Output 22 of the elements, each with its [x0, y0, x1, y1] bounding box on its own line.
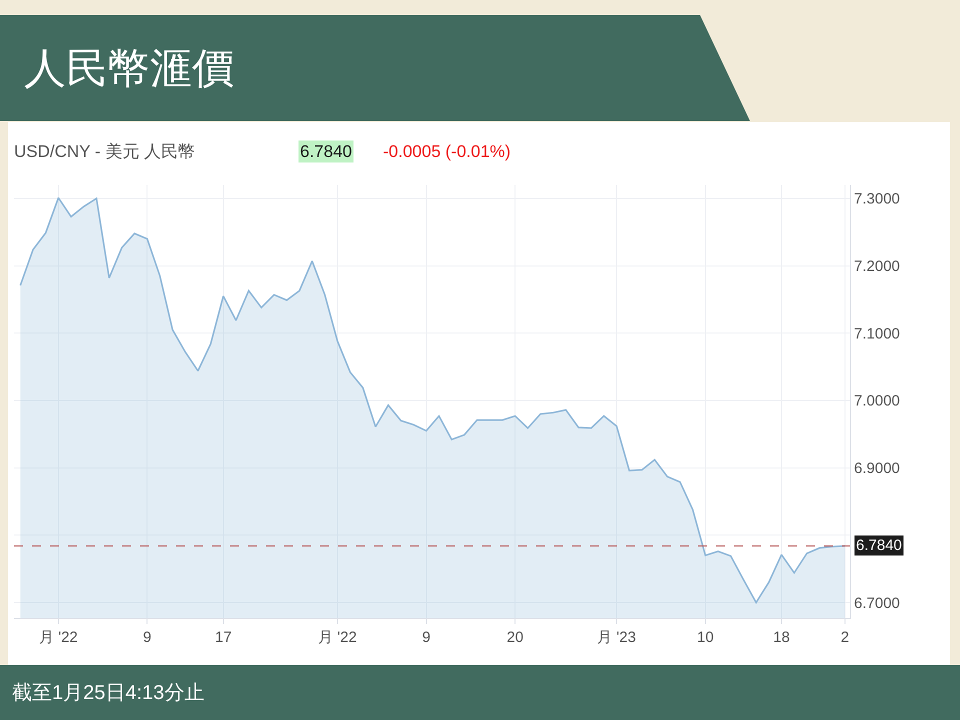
- x-tick-label: 月 '22: [39, 629, 78, 646]
- y-tick-label: 7.3000: [854, 190, 900, 208]
- x-tick-label: 月 '23: [597, 629, 636, 646]
- y-tick-label: 7.0000: [854, 392, 900, 410]
- text: 截至1月25日4:13分止: [12, 682, 204, 704]
- y-tick-label: 7.1000: [854, 325, 900, 342]
- y-tick-label: 6.7000: [854, 594, 900, 612]
- x-tick-label: 18: [773, 629, 790, 646]
- y-tick-label: 7.2000: [854, 258, 900, 276]
- y-tick-label: 6.9000: [854, 460, 900, 478]
- text: -0.0005 (-0.01%): [383, 142, 511, 161]
- chart-subtitle: USD/CNY - 美元 人民幣: [14, 142, 196, 161]
- text: 6.7840: [300, 142, 352, 161]
- x-tick-label: 10: [697, 629, 714, 646]
- chart-title: 人民幣滙價: [24, 44, 234, 92]
- x-tick-label: 20: [506, 629, 524, 646]
- ref-line-label: 6.7840: [856, 537, 902, 554]
- x-tick-label: 2: [840, 629, 850, 646]
- x-tick-label: 月 '22: [318, 629, 357, 646]
- x-tick-label: 17: [214, 629, 232, 646]
- x-tick-label: 9: [422, 629, 430, 646]
- x-tick-label: 9: [143, 629, 152, 646]
